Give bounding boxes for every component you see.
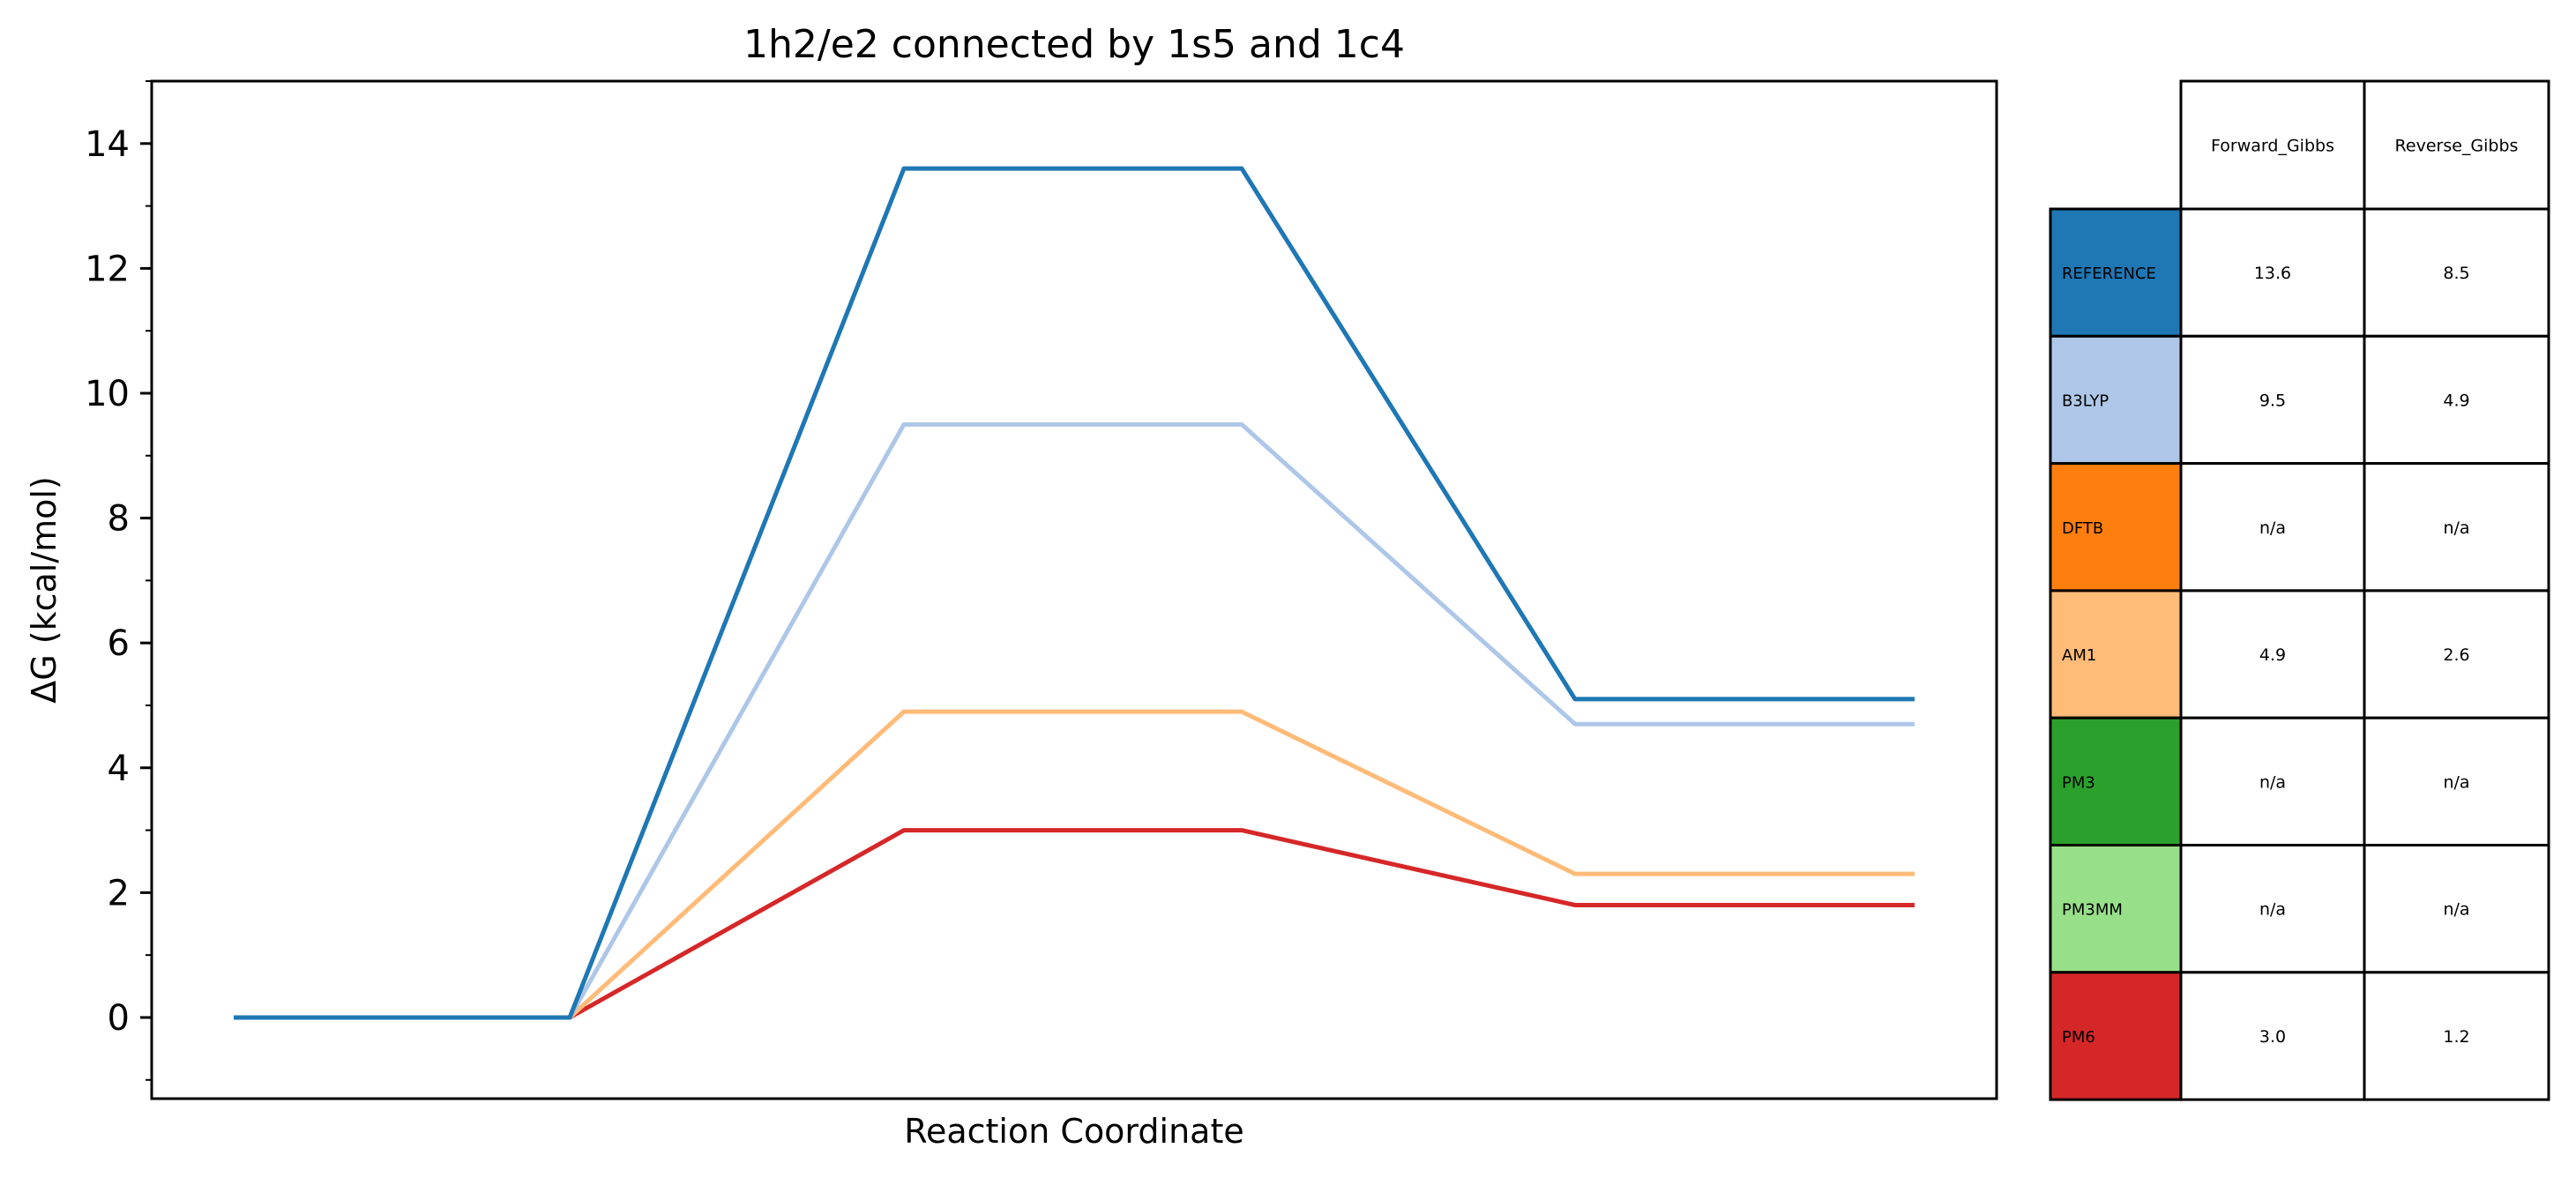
y-tick-label: 8	[108, 499, 130, 540]
table-cell	[2179, 971, 2366, 1101]
table-cell	[2363, 844, 2550, 974]
y-tick-label: 14	[85, 124, 130, 165]
y-tick-label: 10	[85, 374, 130, 414]
table-cell-value: n/a	[2443, 900, 2469, 920]
table-row-label: PM3	[2062, 773, 2095, 792]
table-cell	[2363, 716, 2550, 847]
x-axis-label: Reaction Coordinate	[904, 1112, 1243, 1151]
table-row-label: B3LYP	[2062, 391, 2109, 410]
table-cell-value: 1.2	[2443, 1027, 2469, 1047]
table-cell-value: 8.5	[2443, 264, 2469, 283]
table-row-label: PM3MM	[2062, 901, 2123, 920]
table-header-cell	[2363, 79, 2550, 211]
table-cell	[2363, 589, 2550, 719]
table-cell-value: 13.6	[2254, 264, 2291, 283]
plot-area: 0 2 4 6 8 10 12 14	[85, 79, 1998, 1100]
table-cell	[2179, 716, 2366, 847]
table-cell	[2363, 971, 2550, 1101]
table-column-header: Reverse_Gibbs	[2395, 137, 2519, 156]
table-row-label: PM6	[2062, 1028, 2095, 1047]
table-cell-value: n/a	[2259, 900, 2286, 920]
table-row-label: DFTB	[2062, 519, 2103, 538]
y-tick-label: 4	[108, 749, 130, 789]
table-row-label-cell	[2049, 207, 2183, 338]
table-row-label-cell	[2049, 334, 2183, 466]
table-cell-value: n/a	[2443, 518, 2469, 538]
table-header-cell	[2179, 79, 2366, 211]
y-tick-label: 0	[108, 998, 130, 1039]
table-cell-value: n/a	[2443, 772, 2469, 792]
y-tick-label: 12	[85, 249, 130, 289]
series-line-pm6	[234, 828, 1915, 1020]
table-column-header: Forward_Gibbs	[2211, 137, 2334, 156]
table-cell	[2363, 334, 2550, 466]
table-row-label-cell	[2049, 971, 2183, 1101]
table-cell	[2363, 462, 2550, 593]
table-cell-value: 2.6	[2443, 645, 2469, 665]
results-table: Forward_Gibbs Reverse_Gibbs REFERENCE 13.6 8…	[2049, 79, 2550, 1101]
chart-title: 1h2/e2 connected by 1s5 and 1c4	[743, 22, 1405, 67]
table-row-label: AM1	[2062, 646, 2096, 665]
table-cell-value: 3.0	[2259, 1027, 2286, 1047]
y-axis-label: ΔG (kcal/mol)	[25, 476, 63, 704]
series-line-reference	[234, 166, 1915, 1020]
table-row-label-cell	[2049, 462, 2183, 593]
table-cell	[2179, 844, 2366, 974]
table-row-label-cell	[2049, 716, 2183, 847]
table-cell-value: 9.5	[2259, 391, 2286, 410]
y-tick-label: 6	[108, 623, 130, 664]
series-line-am1	[234, 709, 1915, 1020]
y-tick-label: 2	[108, 873, 130, 913]
table-cell-value: 4.9	[2259, 645, 2286, 665]
table-cell-value: n/a	[2259, 518, 2286, 538]
table-cell-value: 4.9	[2443, 391, 2469, 410]
plot-frame	[150, 79, 1998, 1100]
table-row-label: REFERENCE	[2062, 265, 2156, 283]
table-cell-value: n/a	[2259, 772, 2286, 792]
table-cell	[2363, 207, 2550, 338]
series-line-b3lyp	[234, 421, 1915, 1020]
table-cell	[2179, 334, 2366, 466]
